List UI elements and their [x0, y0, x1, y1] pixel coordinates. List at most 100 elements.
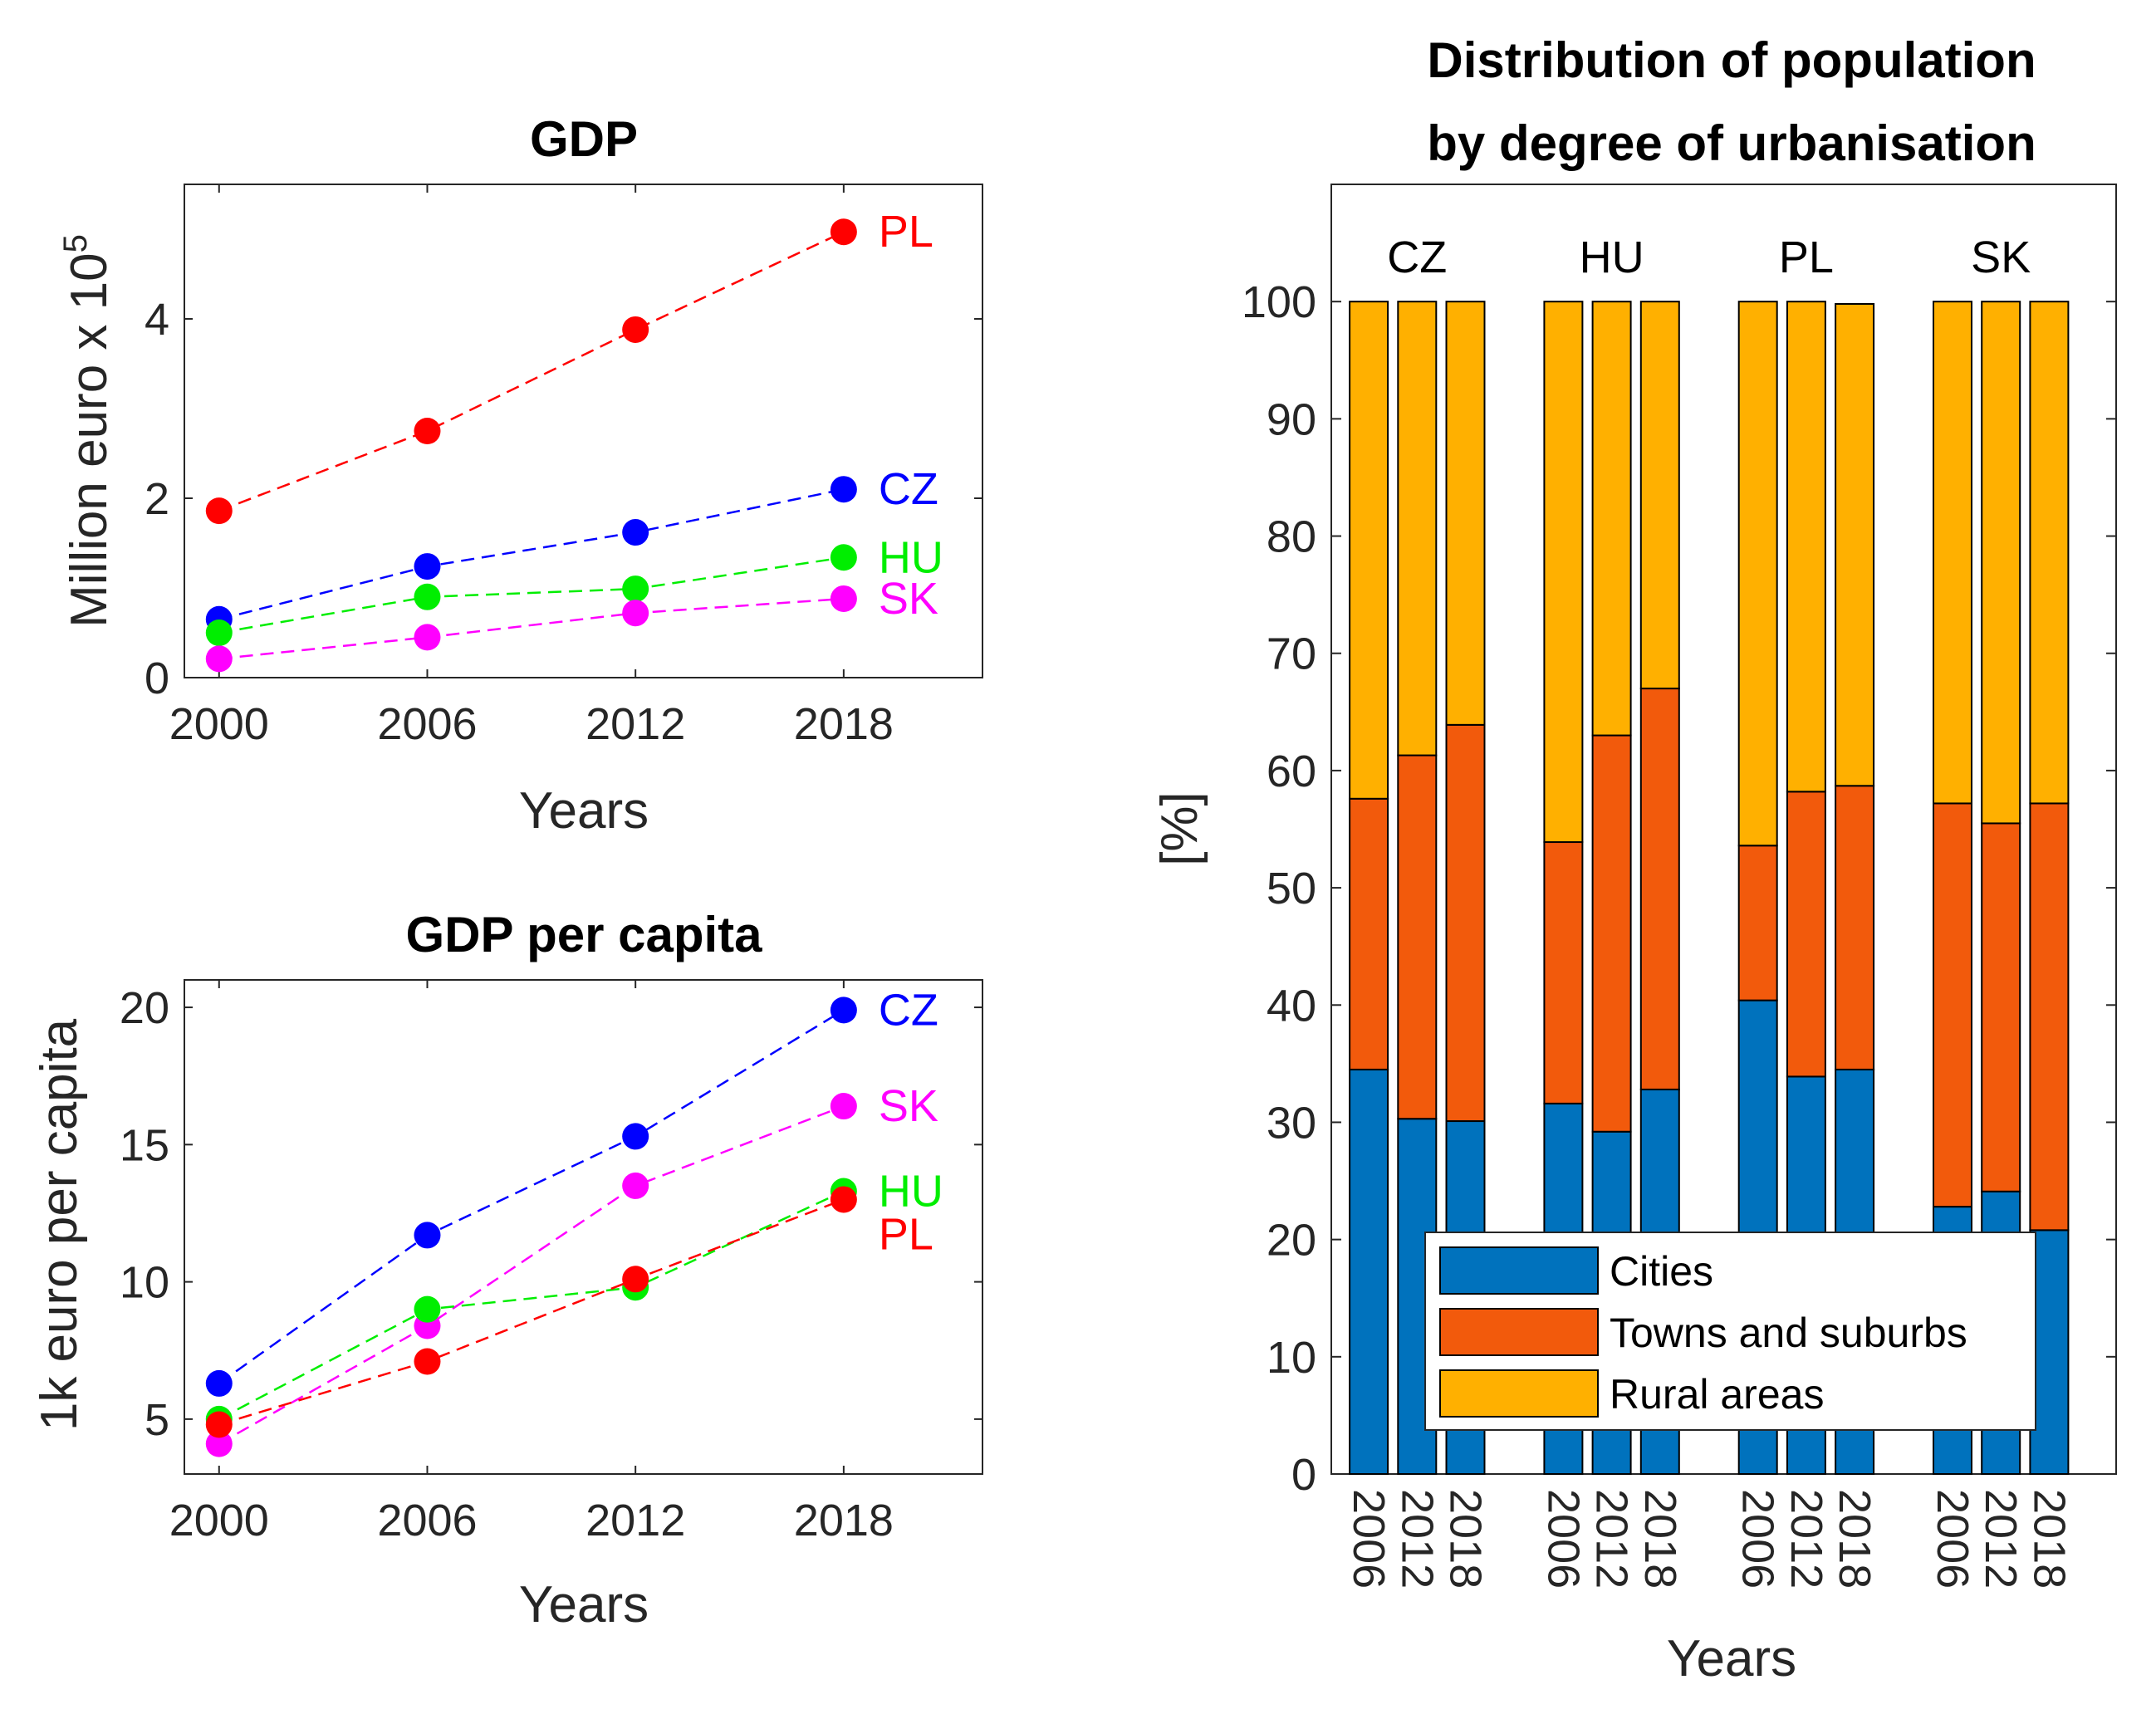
gdp-series-label-cz: CZ [879, 464, 938, 514]
gdp-per-capita-point-pl [830, 1186, 857, 1213]
gdp-per-capita-series-label-sk: SK [879, 1081, 938, 1131]
gdp-series-label-hu: HU [879, 532, 943, 582]
gdp-point-pl [830, 218, 857, 246]
gdp-x-tick-label: 2006 [377, 699, 477, 749]
bar-cz-2006-towns-and-suburbs [1349, 797, 1389, 1070]
gdp-x-tick-label: 2012 [586, 699, 685, 749]
gdp-plot-area [184, 184, 983, 678]
gdp-per-capita-ticks: 2000 2006 2012 2018 5 10 15 20 [120, 980, 982, 1545]
gdp-y-tick-label: 0 [145, 654, 169, 703]
gdp-per-capita-series-label-pl: PL [879, 1209, 933, 1259]
gdp-per-capita-point-sk [205, 1430, 233, 1457]
gdp-series-label-sk: SK [879, 574, 938, 624]
gdp-per-capita-y-tick-label: 10 [120, 1258, 169, 1308]
gdp-y-axis-label-exponent: 5 [57, 234, 94, 252]
gdp-x-tick-label: 2018 [794, 699, 894, 749]
gdp-point-pl [414, 418, 441, 444]
urbanisation-chart-title-line-1: Distribution of population [1427, 32, 2036, 88]
bar-cz-2012-rural-areas [1397, 301, 1438, 757]
gdp-per-capita-point-cz [414, 1222, 441, 1249]
gdp-per-capita-x-tick-label: 2018 [794, 1496, 894, 1545]
gdp-per-capita-x-axis-label: Years [519, 1576, 649, 1633]
bar-hu-2018-towns-and-suburbs [1639, 688, 1680, 1090]
gdp-chart-title: GDP [530, 111, 638, 167]
urbanisation-ticks: 0 10 20 30 40 50 60 70 80 90 100 [1242, 277, 2116, 1500]
bar-sk-2006-rural-areas [1933, 301, 1972, 805]
bar-pl-2006-rural-areas [1737, 301, 1778, 847]
bar-hu-2012-rural-areas [1591, 301, 1632, 737]
gdp-per-capita-chart: GDP per capita 2000 2006 2012 2018 5 10 15 20 C… [31, 907, 983, 1633]
gdp-per-capita-point-pl [622, 1266, 649, 1293]
gdp-y-tick-label: 2 [145, 474, 169, 524]
gdp-ticks: 2000 2006 2012 2018 0 2 4 [145, 184, 982, 749]
gdp-per-capita-point-pl [414, 1348, 441, 1375]
gdp-per-capita-line-hu [218, 1190, 845, 1420]
gdp-per-capita-point-sk [830, 1093, 857, 1120]
gdp-per-capita-point-hu [414, 1295, 441, 1323]
gdp-y-axis-label: Million euro x 105 [57, 234, 118, 628]
gdp-per-capita-line-sk [218, 1104, 845, 1445]
urbanisation-x-tick-label: 2006 [1733, 1489, 1783, 1589]
bar-hu-2006-towns-and-suburbs [1543, 841, 1584, 1104]
bar-cz-2018-rural-areas [1445, 301, 1486, 726]
urbanisation-y-tick-label: 30 [1267, 1098, 1316, 1148]
gdp-point-hu [830, 544, 857, 571]
gdp-per-capita-series-label-hu: HU [879, 1167, 943, 1217]
urbanisation-y-tick-label: 20 [1267, 1216, 1316, 1266]
gdp-y-tick-label: 4 [145, 295, 169, 345]
gdp-per-capita-point-cz [830, 997, 857, 1024]
gdp-line-sk [218, 597, 844, 660]
bar-cz-2006-cities [1349, 1068, 1389, 1475]
gdp-point-sk [622, 600, 649, 627]
bar-hu-2012-towns-and-suburbs [1591, 734, 1632, 1133]
urbanisation-y-tick-label: 100 [1242, 277, 1316, 327]
urbanisation-y-tick-label: 40 [1267, 981, 1316, 1031]
gdp-per-capita-x-tick-label: 2000 [169, 1496, 269, 1545]
legend-swatch-cities [1439, 1246, 1599, 1295]
gdp-per-capita-line-cz [218, 1009, 845, 1384]
group-label-hu: HU [1580, 233, 1644, 282]
gdp-point-hu [622, 575, 649, 603]
gdp-per-capita-y-axis-label: 1k euro per capita [31, 1018, 88, 1431]
urbanisation-x-tick-label: 2006 [1538, 1489, 1588, 1589]
bar-pl-2012-rural-areas [1786, 301, 1826, 793]
bar-sk-2018-rural-areas [2029, 301, 2070, 805]
gdp-x-axis-label: Years [519, 782, 649, 840]
gdp-per-capita-series-label-cz: CZ [879, 985, 938, 1035]
gdp-per-capita-point-pl [205, 1411, 233, 1438]
bar-pl-2012-towns-and-suburbs [1786, 791, 1826, 1078]
gdp-per-capita-y-tick-label: 5 [145, 1395, 169, 1445]
gdp-point-cz [622, 519, 649, 546]
gdp-x-tick-label: 2000 [169, 699, 269, 749]
urbanisation-x-tick-label: 2018 [2024, 1489, 2074, 1589]
urbanisation-y-tick-label: 80 [1267, 512, 1316, 562]
gdp-point-sk [830, 585, 857, 612]
urbanisation-x-tick-label: 2012 [1781, 1489, 1831, 1589]
bar-cz-2006-rural-areas [1349, 301, 1389, 800]
bar-sk-2006-towns-and-suburbs [1933, 802, 1972, 1208]
gdp-point-cz [414, 553, 441, 580]
urbanisation-x-tick-label: 2012 [1976, 1489, 2026, 1589]
urbanisation-chart: Distribution of population by degree of … [1151, 32, 2117, 1687]
gdp-per-capita-chart-title: GDP per capita [405, 907, 762, 962]
gdp-per-capita-y-tick-label: 15 [120, 1120, 169, 1170]
bar-sk-2012-rural-areas [1981, 301, 2021, 825]
bar-hu-2006-rural-areas [1543, 301, 1584, 844]
gdp-per-capita-plot-area [184, 979, 983, 1475]
gdp-per-capita-point-cz [622, 1123, 649, 1150]
gdp-per-capita-point-sk [622, 1172, 649, 1199]
urbanisation-x-tick-label: 2006 [1928, 1489, 1977, 1589]
urbanisation-y-tick-label: 50 [1267, 864, 1316, 913]
bar-sk-2012-towns-and-suburbs [1981, 822, 2021, 1192]
legend-label-cities: Cities [1610, 1248, 1713, 1295]
gdp-point-sk [205, 645, 233, 673]
group-label-pl: PL [1779, 233, 1834, 282]
gdp-line-cz [218, 487, 845, 621]
urbanisation-x-tick-label: 2006 [1344, 1489, 1394, 1589]
group-label-cz: CZ [1387, 233, 1447, 282]
urbanisation-group-labels: CZ HU PL SK [1387, 233, 2031, 282]
